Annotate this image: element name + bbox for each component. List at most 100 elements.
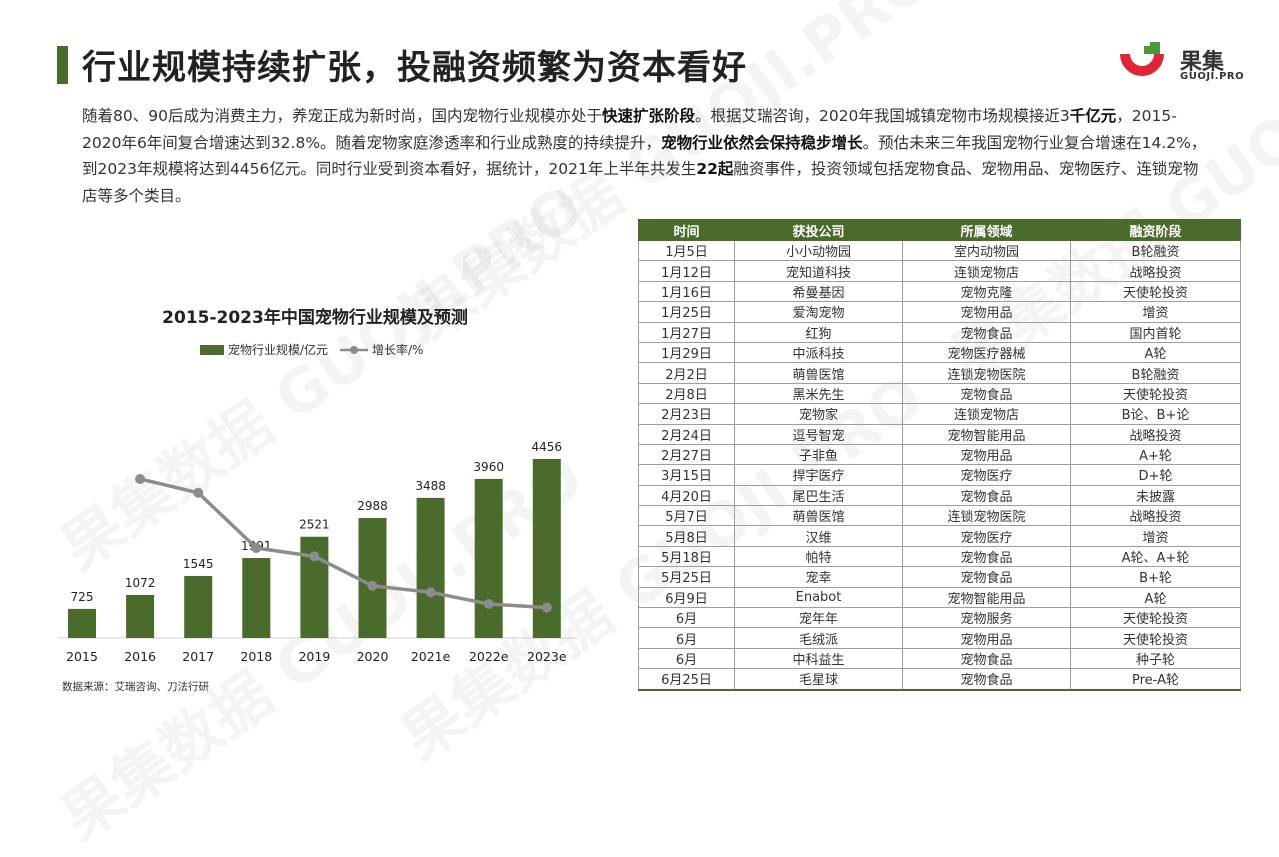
table-header-cell: 所属领域	[902, 219, 1071, 241]
table-cell: 宠物服务	[902, 607, 1071, 629]
table-cell: 毛星球	[734, 668, 903, 691]
bar	[126, 594, 155, 638]
title-accent-bar	[57, 46, 68, 84]
paragraph-highlight: 千亿元	[1069, 107, 1117, 125]
table-cell: 宠物食品	[902, 545, 1071, 568]
table-row: 5月8日 汉维 宠物医疗 增资	[638, 525, 1241, 547]
table-cell: 2月27日	[638, 443, 735, 466]
table-cell: 2月2日	[638, 362, 735, 384]
paragraph-highlight: 快速扩张阶段	[601, 107, 695, 125]
table-cell: 中科益生	[734, 647, 903, 670]
table-row: 6月 毛绒派 宠物用品 天使轮投资	[638, 627, 1241, 649]
bar-value-label: 2988	[357, 499, 388, 513]
table-cell: 中派科技	[734, 341, 903, 364]
table-row: 1月12日 宠知道科技 连锁宠物店 战略投资	[638, 260, 1241, 282]
table-row: 1月25日 爱淘宠物 宠物用品 增资	[638, 301, 1241, 323]
chart-title: 2015-2023年中国宠物行业规模及预测	[162, 307, 468, 328]
table-header-cell: 融资阶段	[1070, 219, 1241, 241]
table-cell: 捍宇医疗	[734, 464, 903, 486]
table-cell: Enabot	[734, 586, 903, 609]
table-cell: 宠知道科技	[734, 260, 903, 282]
x-tick-label: 2016	[124, 649, 156, 664]
table-cell: 3月15日	[638, 464, 735, 486]
table-row: 1月16日 希曼基因 宠物克隆 天使轮投资	[638, 280, 1241, 303]
table-cell: 天使轮投资	[1070, 382, 1241, 405]
table-cell: 2月23日	[638, 403, 735, 425]
table-cell: 天使轮投资	[1070, 627, 1241, 649]
table-cell: 连锁宠物医院	[902, 505, 1071, 527]
table-cell: 宠物医疗器械	[902, 341, 1071, 364]
table-cell: 小小动物园	[734, 239, 903, 262]
x-tick-label: 2017	[182, 649, 214, 664]
table-cell: 萌兽医馆	[734, 362, 903, 384]
table-cell: 5月8日	[638, 525, 735, 547]
growth-point	[309, 551, 320, 562]
table-cell: Pre-A轮	[1070, 668, 1241, 691]
table-cell: 红狗	[734, 321, 903, 343]
table-cell: 宠物食品	[902, 668, 1071, 691]
table-cell: 宠物克隆	[902, 280, 1071, 303]
bar-value-label: 2521	[299, 518, 330, 532]
table-row: 6月 中科益生 宠物食品 种子轮	[638, 647, 1241, 670]
logo-name: 果集	[1180, 50, 1225, 75]
funding-table: 时间 获投公司 所属领域 融资阶段 1月5日 小小动物园 室内动物园 B轮融资 1月12日 宠知…	[638, 219, 1241, 691]
table-cell: 2月8日	[638, 382, 735, 405]
x-tick-label: 2023e	[527, 649, 567, 664]
table-row: 2月24日 逗号智宠 宠物智能用品 战略投资	[638, 423, 1241, 445]
table-cell: B论、B+论	[1070, 403, 1241, 425]
growth-point	[135, 473, 146, 484]
table-cell: 逗号智宠	[734, 423, 903, 445]
paragraph-text: ，2015-2020年6年间复合增速达到32.8%。随着宠物家庭渗透率和行业成熟…	[82, 107, 1177, 152]
bar	[68, 608, 96, 638]
table-cell: B轮融资	[1070, 362, 1241, 384]
table-cell: 汉维	[734, 525, 903, 547]
intro-paragraph: 随着80、90后成为消费主力，养宠正成为新时尚，国内宠物行业规模亦处于快速扩张阶…	[82, 103, 1212, 209]
table-row: 1月5日 小小动物园 室内动物园 B轮融资	[638, 239, 1241, 262]
table-header-cell: 获投公司	[734, 219, 903, 241]
logo-icon	[1120, 42, 1164, 76]
bar	[474, 478, 503, 638]
table-cell: 宠物食品	[902, 566, 1071, 588]
legend-label-bars: 宠物行业规模/亿元	[228, 342, 328, 357]
table-cell: 子非鱼	[734, 443, 903, 466]
bar	[242, 558, 271, 638]
table-cell: 室内动物园	[902, 239, 1071, 262]
table-cell: 5月7日	[638, 505, 735, 527]
table-row: 2月2日 萌兽医馆 连锁宠物医院 B轮融资	[638, 362, 1241, 384]
table-row: 1月29日 中派科技 宠物医疗器械 A轮	[638, 341, 1241, 364]
table-cell: 6月	[638, 607, 735, 629]
table-cell: 宠幸	[734, 566, 903, 588]
table-cell: 宠物家	[734, 403, 903, 425]
table-cell: A轮	[1070, 341, 1241, 364]
paragraph-text: 随着80、90后成为消费主力，养宠正成为新时尚，国内宠物行业规模亦处于	[82, 107, 602, 125]
x-tick-label: 2015	[66, 649, 98, 664]
table-cell: 战略投资	[1070, 505, 1241, 527]
table-cell: 毛绒派	[734, 627, 903, 649]
table-cell: 6月	[638, 647, 735, 670]
bar-value-label: 3488	[415, 479, 446, 493]
x-tick-label: 2021e	[411, 649, 451, 664]
table-cell: 连锁宠物店	[902, 403, 1071, 425]
x-tick-label: 2020	[357, 649, 389, 664]
table-cell: 连锁宠物医院	[902, 362, 1071, 384]
table-row: 4月20日 尾巴生活 宠物食品 未披露	[638, 484, 1241, 507]
chart-container: 2015-2023年中国宠物行业规模及预测 宠物行业规模/亿元 增长率/% 725 20…	[50, 295, 590, 675]
growth-point	[367, 580, 378, 591]
table-cell: B+轮	[1070, 566, 1241, 588]
table-cell: 宠物食品	[902, 382, 1071, 405]
table-cell: 宠物医疗	[902, 464, 1071, 486]
paragraph-highlight: 22起	[696, 160, 734, 178]
bar-value-label: 4456	[532, 440, 563, 454]
paragraph-text: 。根据艾瑞咨询，2020年我国城镇宠物市场规模接近3	[694, 107, 1070, 125]
table-cell: A轮	[1070, 586, 1241, 609]
table-cell: 增资	[1070, 301, 1241, 323]
logo-sub: GUOJI.PRO	[1180, 71, 1245, 82]
table-cell: 帕特	[734, 545, 903, 568]
table-cell: 1月16日	[638, 280, 735, 303]
table-cell: 宠物用品	[902, 627, 1071, 649]
bar	[184, 575, 213, 638]
table-cell: 希曼基因	[734, 280, 903, 303]
table-cell: 宠物智能用品	[902, 423, 1071, 445]
table-cell: 1月27日	[638, 321, 735, 343]
table-cell: 6月25日	[638, 668, 735, 691]
